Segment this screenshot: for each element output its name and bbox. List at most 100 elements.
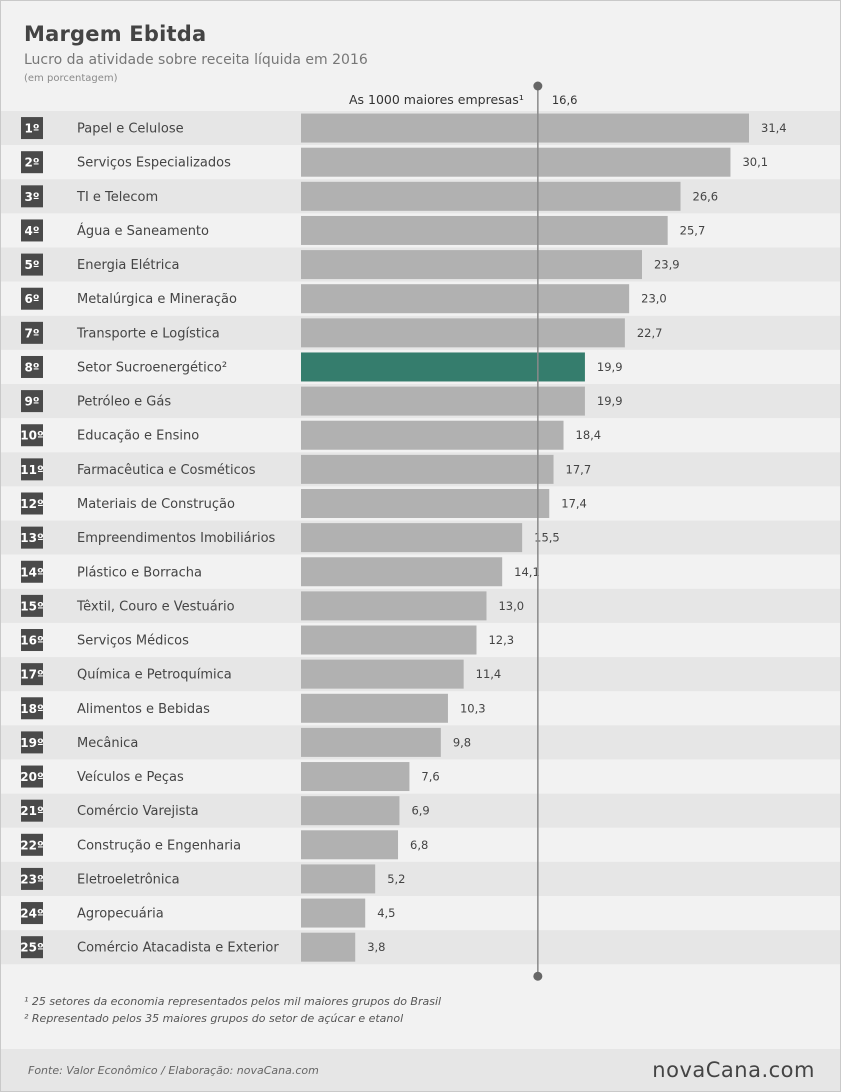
value-label: 23,0 [641,292,667,306]
bar [301,420,564,450]
rank-badge [21,526,43,549]
rank-badge [21,287,43,310]
value-label: 18,4 [576,428,602,442]
rank-label: 21º [20,804,44,818]
category-label: Eletroeletrônica [77,872,180,887]
value-label: 15,5 [534,531,560,545]
bar [301,386,585,416]
rank-badge [21,799,43,822]
value-label: 22,7 [637,326,663,340]
rank-label: 18º [20,702,44,716]
rank-badge [21,321,43,344]
value-label: 5,2 [387,872,405,886]
rank-label: 11º [20,463,44,477]
bar [301,625,477,655]
bar [301,762,410,792]
brand-logo: novaCana.com [652,1058,815,1082]
category-label: Serviços Especializados [77,156,231,171]
value-label: 23,9 [654,258,680,272]
value-label: 26,6 [693,189,719,203]
bar [301,113,749,143]
category-label: Têxtil, Couro e Vestuário [76,599,235,614]
category-label: Setor Sucroenergético² [77,360,227,375]
rank-label: 9º [24,395,39,409]
category-label: TI e Telecom [76,190,158,205]
rank-badge [21,697,43,720]
reference-label: As 1000 maiores empresas¹ [349,92,524,107]
rank-badge [21,424,43,447]
bar [301,898,366,928]
category-label: Energia Elétrica [77,258,180,273]
category-label: Plástico e Borracha [77,565,202,580]
rank-label: 23º [20,872,44,886]
rank-badge [21,151,43,174]
source-credit: Fonte: Valor Econômico / Elaboração: nov… [28,1064,319,1077]
rank-label: 14º [20,565,44,579]
rank-label: 3º [24,190,39,204]
bar [301,488,550,518]
value-label: 17,4 [561,496,587,510]
bar [301,830,399,860]
bar [301,284,630,314]
value-label: 17,7 [566,462,592,476]
bar [301,523,523,553]
value-label: 10,3 [460,701,486,715]
value-label: 9,8 [453,735,471,749]
rank-badge [21,663,43,686]
value-label: 7,6 [421,770,439,784]
rank-label: 16º [20,634,44,648]
rank-label: 2º [24,156,39,170]
rank-badge [21,867,43,890]
bar [301,215,668,245]
chart-title: Margem Ebitda [24,22,207,46]
rank-label: 1º [24,122,39,136]
bar [301,557,503,587]
value-label: 11,4 [476,667,502,681]
rank-badge [21,219,43,242]
rank-label: 4º [24,224,39,238]
rank-badge [21,902,43,925]
footnote-1: ¹ 25 setores da economia representados p… [24,995,442,1008]
value-label: 14,1 [514,565,540,579]
rank-badge [21,833,43,856]
rank-badge [21,355,43,378]
bar [301,693,448,723]
category-label: Serviços Médicos [77,634,189,649]
row-band [1,827,840,862]
rank-badge [21,731,43,754]
rank-badge [21,390,43,413]
category-label: Construção e Engenharia [77,838,241,853]
category-label: Papel e Celulose [77,122,184,137]
reference-dot-bottom [533,971,543,981]
rank-badge [21,185,43,208]
row-band [1,895,840,931]
value-label: 30,1 [742,155,768,169]
rank-badge [21,492,43,515]
value-label: 3,8 [367,940,385,954]
rank-label: 19º [20,736,44,750]
category-label: Água e Saneamento [77,223,209,239]
value-label: 13,0 [498,599,524,613]
value-label: 31,4 [761,121,787,135]
footnote-2: ² Representado pelos 35 maiores grupos d… [24,1012,404,1025]
rank-badge [21,117,43,140]
rank-badge [21,936,43,959]
category-label: Empreendimentos Imobiliários [77,531,276,546]
category-label: Mecânica [77,736,138,751]
row-band [1,861,840,896]
chart-unit: (em porcentagem) [24,73,118,84]
bar [301,659,464,689]
rank-badge [21,629,43,652]
chart-subtitle: Lucro da atividade sobre receita líquida… [24,52,368,68]
category-label: Materiais de Construção [77,497,235,512]
rank-label: 6º [24,292,39,306]
rank-label: 5º [24,258,39,272]
row-band [1,930,840,965]
value-label: 12,3 [488,633,514,647]
row-band [1,759,840,794]
category-label: Metalúrgica e Mineração [77,292,237,307]
category-label: Comércio Atacadista e Exterior [77,941,279,956]
rank-badge [21,560,43,583]
value-label: 4,5 [377,906,395,920]
rank-label: 22º [20,838,44,852]
